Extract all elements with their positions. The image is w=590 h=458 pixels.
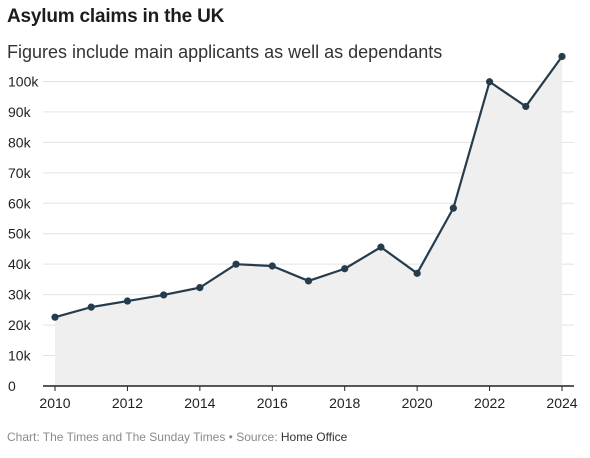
data-point (51, 313, 59, 321)
x-tick-label: 2022 (474, 395, 505, 411)
data-point (123, 297, 132, 305)
series-area (55, 56, 562, 387)
y-tick-label: 80k (8, 134, 32, 150)
chart-title: Asylum claims in the UK (7, 6, 225, 27)
data-point (268, 262, 276, 270)
x-tick-label: 2016 (257, 395, 288, 411)
data-point (413, 269, 421, 277)
y-tick-label: 20k (8, 317, 32, 333)
y-tick-label: 100k (8, 73, 39, 89)
x-tick-label: 2018 (329, 395, 360, 411)
data-point (196, 284, 204, 292)
y-tick-label: 70k (8, 165, 32, 181)
x-tick-label: 2012 (112, 395, 143, 411)
x-tick-label: 2020 (402, 395, 433, 411)
data-point (522, 102, 530, 111)
x-tick-label: 2024 (546, 395, 577, 411)
y-tick-label: 30k (8, 287, 32, 303)
data-point (160, 291, 168, 299)
data-point (449, 204, 457, 212)
data-point (485, 78, 494, 86)
data-point (87, 303, 95, 311)
footer-source: Home Office (280, 430, 348, 444)
footer-credit: Chart: The Times and The Sunday Times • … (7, 430, 281, 444)
x-tick-label: 2014 (184, 395, 215, 411)
y-tick-label: 90k (8, 104, 32, 120)
y-tick-label: 60k (8, 195, 32, 211)
data-point (377, 243, 385, 251)
y-tick-label: 40k (8, 256, 32, 272)
y-tick-label: 10k (8, 348, 32, 364)
data-point (232, 260, 240, 268)
data-point (304, 277, 313, 285)
data-point (341, 265, 349, 273)
chart-subtitle: Figures include main applicants as well … (7, 42, 443, 62)
chart-footer: Chart: The Times and The Sunday Times • … (7, 430, 347, 444)
y-tick-label: 0 (8, 378, 16, 394)
x-tick-label: 2010 (39, 395, 70, 411)
y-tick-label: 50k (8, 226, 32, 242)
data-point (558, 52, 566, 61)
